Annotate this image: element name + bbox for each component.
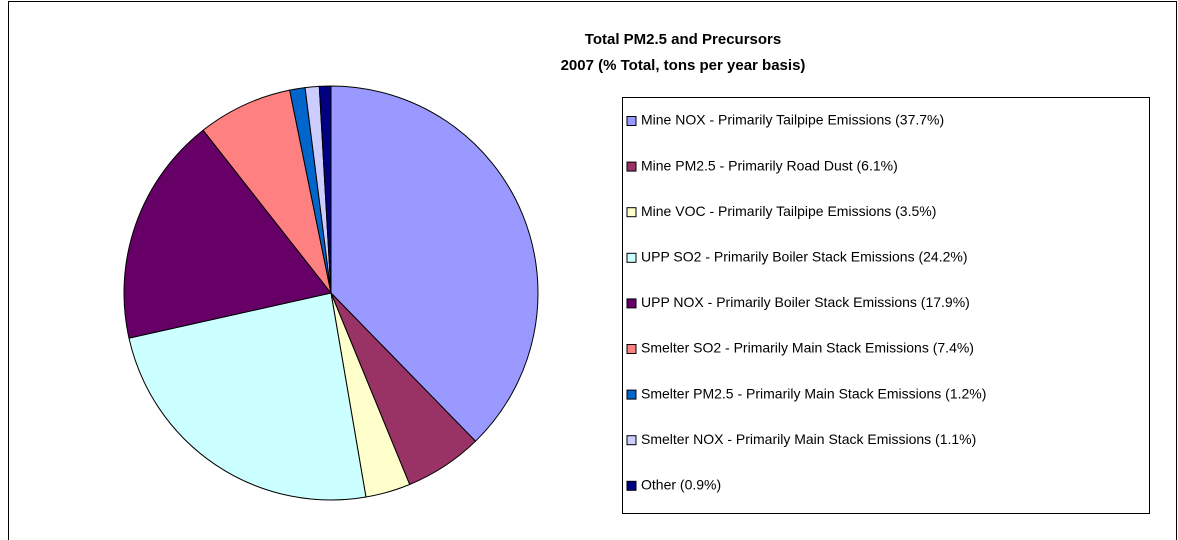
chart-frame [8,1,1177,540]
legend-swatch [626,207,637,218]
legend-swatch [626,116,637,126]
legend-box [622,97,1150,514]
pie-slice [318,85,332,294]
legend-swatch [626,435,637,446]
legend-label: Smelter PM2.5 - Primarily Main Stack Emi… [641,385,986,401]
legend-swatch [626,480,637,491]
pie-slice [128,292,367,501]
legend-swatch [626,344,637,354]
legend-swatch [626,298,637,309]
legend-label: Mine NOX - Primarily Tailpipe Emissions … [641,112,944,128]
legend-swatch [626,252,637,263]
pie-slice [330,85,539,442]
legend-label: Other (0.9%) [641,477,721,493]
legend-label: Mine VOC - Primarily Tailpipe Emissions … [641,203,936,219]
pie-slice [202,89,332,294]
legend-label: Smelter NOX - Primarily Main Stack Emiss… [641,431,976,447]
legend-label: Smelter SO2 - Primarily Main Stack Emiss… [641,340,974,356]
legend-label: UPP SO2 - Primarily Boiler Stack Emissio… [641,249,968,265]
chart-subtitle: 2007 (% Total, tons per year basis) [561,57,806,74]
legend-label: UPP NOX - Primarily Boiler Stack Emissio… [641,294,970,310]
legend-label: Mine PM2.5 - Primarily Road Dust (6.1%) [641,157,898,173]
legend-swatch [626,389,637,400]
pie-slice [123,129,332,339]
legend-swatch [626,161,637,172]
chart-title: Total PM2.5 and Precursors [585,31,781,48]
